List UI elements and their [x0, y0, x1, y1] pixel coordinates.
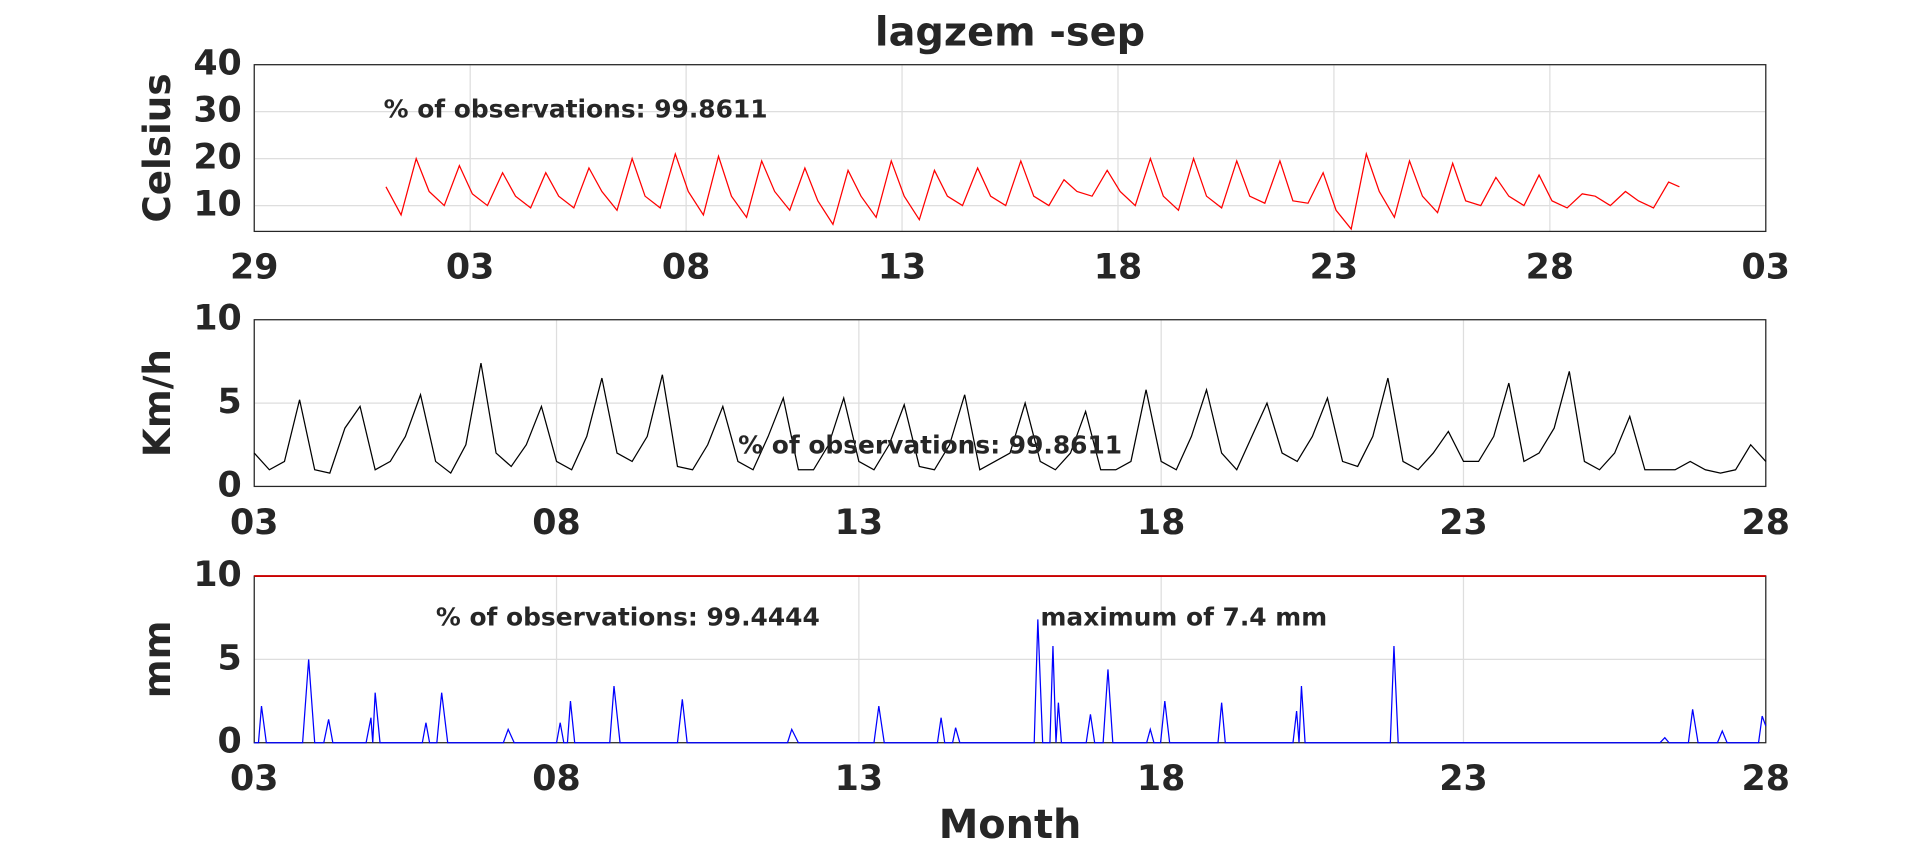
- data-line: [254, 619, 1767, 744]
- annotation: % of observations: 99.4444: [436, 602, 820, 631]
- axes-box: [253, 64, 1767, 233]
- data-line: [253, 362, 1767, 475]
- x-tick-label: 08: [532, 759, 580, 799]
- x-tick-label: 28: [1742, 503, 1790, 543]
- x-tick-label: 08: [532, 503, 580, 543]
- x-tick-label: 03: [1742, 248, 1790, 288]
- subplot: 0 5 10 03 08 13 18 23 28 Km/h % of observations: 9…: [135, 299, 1790, 543]
- x-tick-label: 13: [878, 248, 926, 288]
- y-axis-label: Celsius: [135, 73, 179, 222]
- y-tick-label: 30: [193, 91, 241, 131]
- x-tick-label: 13: [835, 503, 883, 543]
- y-tick-label: 40: [193, 44, 241, 84]
- x-tick-label: 03: [446, 248, 494, 288]
- x-tick-label: 28: [1526, 248, 1574, 288]
- y-tick-label: 0: [218, 722, 242, 762]
- axes-box: [253, 319, 1767, 488]
- x-tick-label: 23: [1439, 503, 1487, 543]
- subplot: 0 5 10 03 08 13 18 23 28 mm Month % of observations…: [135, 555, 1790, 841]
- chart-title: lagzem -sep: [875, 9, 1145, 55]
- y-tick-label: 5: [218, 638, 242, 678]
- y-axis-label: Km/h: [135, 349, 179, 457]
- x-tick-label: 18: [1094, 248, 1142, 288]
- y-tick-label: 20: [193, 138, 241, 178]
- x-tick-label: 23: [1310, 248, 1358, 288]
- x-tick-label: 03: [230, 503, 278, 543]
- x-tick-label: 03: [230, 759, 278, 799]
- x-tick-label: 29: [230, 248, 278, 288]
- y-tick-label: 0: [218, 465, 242, 505]
- y-tick-label: 10: [193, 299, 241, 339]
- x-tick-label: 28: [1742, 759, 1790, 799]
- annotation: % of observations: 99.8611: [384, 95, 768, 124]
- annotation: maximum of 7.4 mm: [1040, 602, 1327, 631]
- subplot: 10 20 30 40 29 03 08 13 18 23 28 03 lagzem -sep Celsi…: [135, 9, 1790, 287]
- x-tick-label: 18: [1137, 759, 1185, 799]
- x-tick-label: 08: [662, 248, 710, 288]
- y-axis-label: mm: [135, 620, 179, 698]
- x-axis-label: Month: [939, 802, 1082, 841]
- y-tick-label: 10: [193, 185, 241, 225]
- x-tick-label: 18: [1137, 503, 1185, 543]
- x-tick-label: 13: [835, 759, 883, 799]
- y-tick-label: 5: [218, 382, 242, 422]
- y-tick-label: 10: [193, 555, 241, 595]
- x-tick-label: 23: [1439, 759, 1487, 799]
- data-line: [385, 151, 1680, 231]
- annotation: % of observations: 99.8611: [738, 431, 1122, 460]
